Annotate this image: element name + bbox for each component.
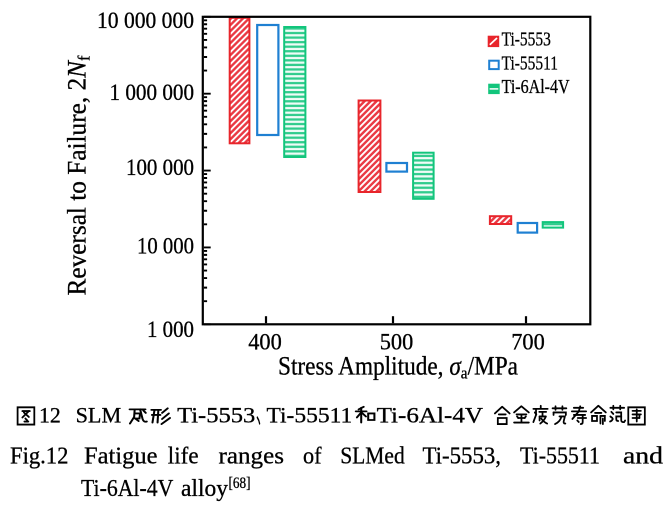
svg-text:Ti-55511: Ti-55511 xyxy=(502,53,558,74)
svg-text:and: and xyxy=(623,443,663,469)
svg-text:10 000 000: 10 000 000 xyxy=(97,8,194,33)
svg-text:400: 400 xyxy=(248,330,282,355)
svg-text:Fatigue: Fatigue xyxy=(84,443,158,469)
svg-text:[68]: [68] xyxy=(229,475,251,492)
svg-text:100 000: 100 000 xyxy=(126,155,194,180)
svg-text:Ti-5553: Ti-5553 xyxy=(502,29,551,50)
svg-text:700: 700 xyxy=(511,330,545,355)
svg-text:ranges: ranges xyxy=(219,443,285,469)
svg-text:Fig.12: Fig.12 xyxy=(10,443,68,469)
svg-text:SLMed: SLMed xyxy=(340,443,405,469)
svg-text:Ti-5553,: Ti-5553, xyxy=(423,443,502,469)
svg-text:Ti-55511: Ti-55511 xyxy=(267,403,353,428)
svg-text:Ti-6Al-4V: Ti-6Al-4V xyxy=(502,77,570,98)
svg-text:Reversal to Failure, 2Nf: Reversal to Failure, 2Nf xyxy=(63,55,94,295)
svg-text:Ti-6Al-4V: Ti-6Al-4V xyxy=(377,403,484,428)
svg-text:life: life xyxy=(168,443,199,469)
svg-text:1 000: 1 000 xyxy=(147,317,194,342)
svg-text:SLM: SLM xyxy=(76,403,122,428)
svg-text:Ti-55511: Ti-55511 xyxy=(520,443,600,469)
svg-text:of: of xyxy=(303,443,322,469)
svg-text:12: 12 xyxy=(39,403,61,428)
svg-text:500: 500 xyxy=(380,330,414,355)
svg-text:Ti-5553: Ti-5553 xyxy=(177,403,255,428)
svg-text:1 000 000: 1 000 000 xyxy=(110,80,195,105)
svg-text:alloy: alloy xyxy=(181,476,228,502)
svg-text:Stress Amplitude, σa/MPa: Stress Amplitude, σa/MPa xyxy=(278,352,518,383)
svg-text:Ti-6Al-4V: Ti-6Al-4V xyxy=(81,476,174,502)
svg-text:10 000: 10 000 xyxy=(137,234,194,259)
